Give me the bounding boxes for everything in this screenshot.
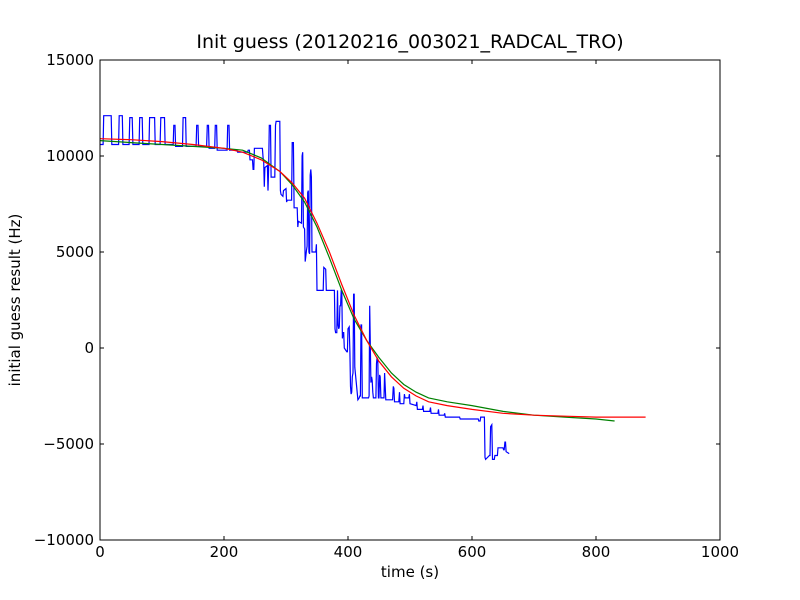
y-tick-label: 15000 xyxy=(46,51,94,69)
series-line-2 xyxy=(99,140,615,422)
x-tick-label: 800 xyxy=(582,543,611,561)
x-tick-label: 600 xyxy=(458,543,487,561)
y-tick-label: −10000 xyxy=(34,531,94,549)
x-tick-label: 200 xyxy=(210,543,239,561)
chart-title: Init guess (20120216_003021_RADCAL_TRO) xyxy=(196,31,623,53)
y-tick-label: 0 xyxy=(84,339,94,357)
x-axis: 0 200 400 600 800 1000 xyxy=(95,60,739,561)
series-line-1 xyxy=(100,115,510,461)
series-layer xyxy=(99,115,646,461)
x-tick-label: 1000 xyxy=(701,543,739,561)
y-axis: −10000 −5000 0 5000 10000 15000 xyxy=(34,51,720,549)
y-axis-label: initial guess result (Hz) xyxy=(6,214,24,387)
series-line-3 xyxy=(99,138,646,418)
x-tick-label: 400 xyxy=(334,543,363,561)
x-tick-label: 0 xyxy=(95,543,105,561)
y-tick-label: 10000 xyxy=(46,147,94,165)
y-tick-label: −5000 xyxy=(43,435,94,453)
x-axis-label: time (s) xyxy=(381,563,439,581)
y-tick-label: 5000 xyxy=(56,243,94,261)
plot-frame xyxy=(99,59,721,541)
